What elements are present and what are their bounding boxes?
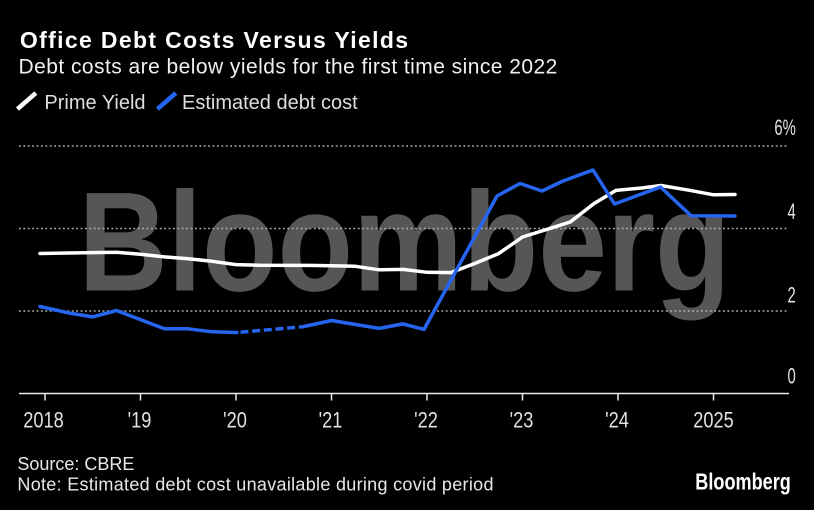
svg-text:Bloomberg: Bloomberg — [79, 163, 731, 321]
svg-text:Debt costs are below yields fo: Debt costs are below yields for the firs… — [19, 56, 558, 79]
svg-text:2025: 2025 — [693, 409, 733, 433]
svg-text:'21: '21 — [319, 409, 343, 433]
svg-text:Office Debt Costs Versus Yield: Office Debt Costs Versus Yields — [20, 27, 410, 53]
svg-text:'24: '24 — [605, 409, 629, 433]
svg-text:6%: 6% — [774, 115, 795, 140]
svg-text:'20: '20 — [223, 409, 247, 433]
svg-text:'19: '19 — [128, 409, 152, 433]
svg-text:Prime Yield: Prime Yield — [44, 92, 145, 114]
svg-text:2018: 2018 — [23, 409, 63, 433]
svg-text:2: 2 — [788, 283, 796, 308]
svg-text:Bloomberg: Bloomberg — [695, 468, 791, 494]
svg-text:Note: Estimated debt cost unav: Note: Estimated debt cost unavailable du… — [17, 475, 493, 495]
svg-text:0: 0 — [788, 364, 796, 389]
svg-text:'23: '23 — [510, 409, 534, 433]
svg-text:Estimated debt cost: Estimated debt cost — [182, 92, 358, 114]
svg-text:Source: CBRE: Source: CBRE — [17, 454, 134, 474]
svg-text:'22: '22 — [414, 409, 438, 433]
svg-text:4: 4 — [788, 199, 796, 224]
